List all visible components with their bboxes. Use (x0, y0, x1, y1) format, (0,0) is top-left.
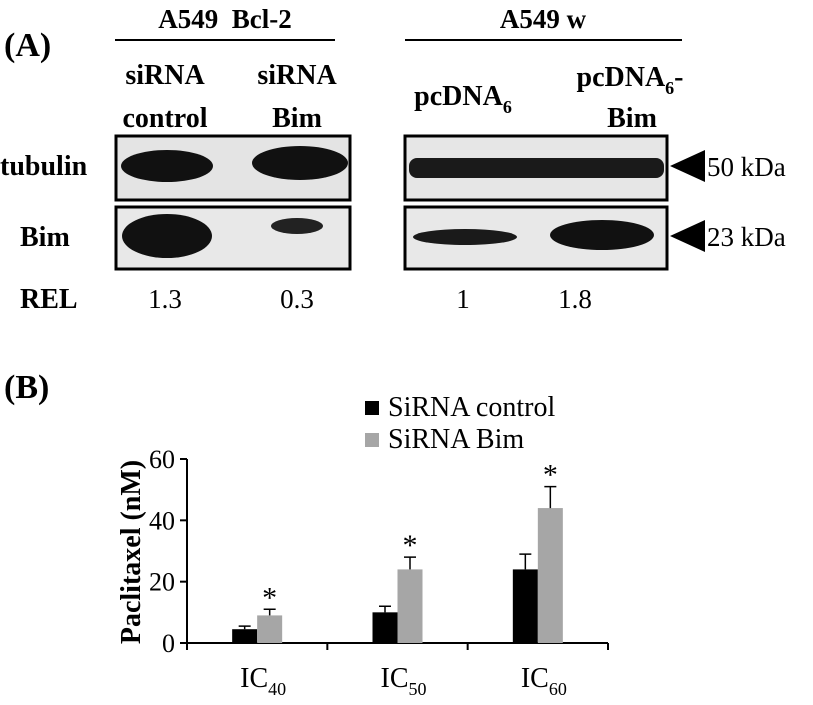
legend-swatch (365, 433, 379, 447)
x-tick-label: IC60 (521, 663, 567, 699)
error-bar (238, 625, 251, 630)
lane-label: control (122, 103, 207, 134)
lane-label: siRNA (125, 60, 205, 91)
bar (372, 612, 398, 643)
lane-label: Bim (607, 103, 657, 134)
rel-value: 1.8 (558, 284, 592, 314)
error-bar (519, 553, 532, 570)
row-label: Bim (20, 222, 70, 253)
panel-label: (A) (4, 27, 51, 64)
marker-label: 23 kDa (707, 222, 786, 252)
lane-label-tail: - (674, 62, 683, 93)
significance-marker: * (262, 581, 277, 614)
band (122, 214, 212, 258)
rel-value: 1.3 (148, 284, 182, 314)
error-bar (379, 605, 391, 613)
panel-label: (B) (4, 369, 49, 406)
legend-swatch (365, 401, 379, 415)
y-tick-label: 0 (162, 629, 175, 658)
error-bar (404, 556, 416, 570)
blot (114, 134, 669, 271)
y-tick-label: 60 (149, 445, 175, 474)
significance-marker: * (403, 529, 418, 562)
lane-label-base: pcDNA (414, 81, 503, 112)
x-tick-label-sub: 40 (268, 679, 286, 699)
lane-label-sub: 6 (503, 97, 512, 117)
marker-arrow (670, 150, 705, 182)
rel-value: 1 (456, 284, 470, 314)
bar (257, 615, 283, 643)
bar (512, 569, 538, 643)
legend-label: SiRNA Bim (388, 424, 524, 455)
lane-label: pcDNA6 (414, 81, 512, 117)
y-axis-label: Paclitaxel (nM) (116, 460, 147, 644)
x-tick-label-base: IC (521, 663, 549, 694)
row-label: REL (20, 284, 78, 315)
band (252, 146, 348, 180)
x-tick-label-base: IC (240, 663, 268, 694)
lane-label: Bim (272, 103, 322, 134)
lane-label: pcDNA6- (577, 62, 684, 98)
error-bar (544, 485, 557, 509)
band (121, 150, 213, 182)
bar (232, 629, 258, 643)
x-tick-label: IC50 (381, 663, 427, 699)
band (413, 229, 517, 245)
band (550, 220, 654, 250)
lane-label: siRNA (257, 60, 337, 91)
error-bar (263, 608, 276, 616)
marker-arrow (670, 220, 705, 252)
rel-value: 0.3 (280, 284, 314, 314)
x-tick-label-base: IC (381, 663, 409, 694)
lane-label-base: pcDNA (577, 62, 666, 93)
group-title: A549 Bcl-2 (158, 4, 291, 34)
x-tick-label: IC40 (240, 663, 286, 699)
band (409, 158, 664, 178)
significance-marker: * (543, 459, 558, 492)
x-tick-label-sub: 60 (549, 679, 567, 699)
x-tick-label-sub: 50 (409, 679, 427, 699)
bar (397, 569, 423, 643)
lane-label-sub: 6 (665, 78, 674, 98)
group-title: A549 w (500, 4, 587, 34)
row-label: tubulin (0, 151, 88, 182)
y-tick-label: 40 (149, 506, 175, 535)
legend-label: SiRNA control (388, 392, 555, 423)
band (271, 218, 323, 234)
y-tick-label: 20 (149, 568, 175, 597)
marker-label: 50 kDa (707, 152, 786, 182)
bar (537, 508, 563, 643)
